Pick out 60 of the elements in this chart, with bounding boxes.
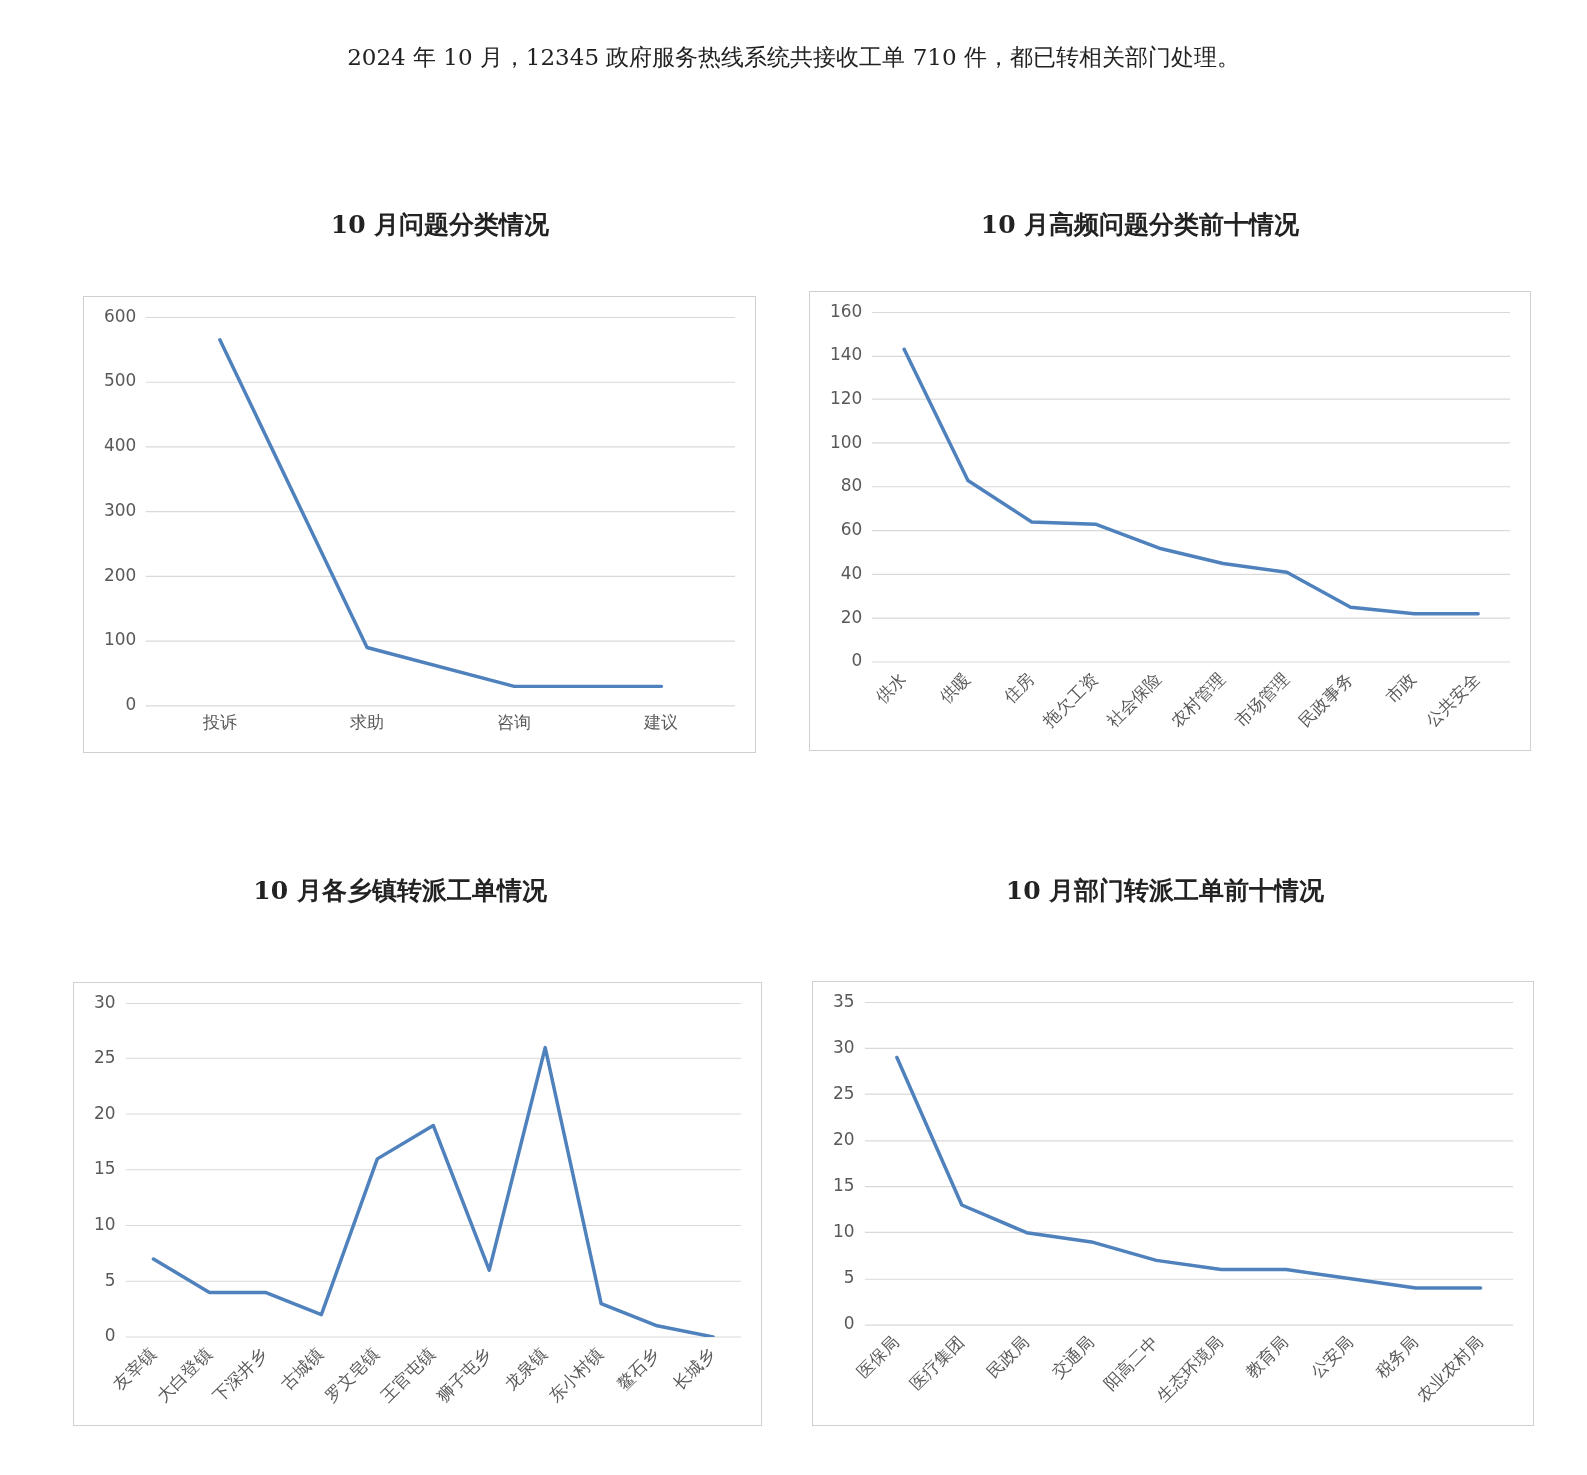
- x-tick-label: 农村管理: [1166, 668, 1229, 732]
- y-tick-label: 100: [103, 629, 137, 650]
- y-tick-label: 0: [843, 1313, 855, 1334]
- y-tick-label: 15: [93, 1158, 116, 1179]
- x-tick-label: 交通局: [1047, 1331, 1098, 1383]
- x-tick-label: 公共安全: [1421, 668, 1485, 732]
- chart-title: 10 月各乡镇转派工单情况: [252, 875, 548, 907]
- y-tick-label: 25: [832, 1082, 855, 1103]
- y-tick-label: 300: [103, 499, 137, 520]
- y-tick-label: 25: [93, 1047, 116, 1068]
- y-tick-label: 0: [104, 1325, 116, 1346]
- x-tick-label: 医疗集团: [905, 1331, 968, 1395]
- chart-title: 10 月部门转派工单前十情况: [1004, 875, 1326, 907]
- x-tick-label: 长城乡: [668, 1343, 720, 1395]
- y-tick-label: 30: [93, 991, 116, 1012]
- x-tick-label: 咨询: [497, 712, 532, 733]
- y-tick-label: 500: [103, 370, 137, 391]
- y-tick-label: 35: [832, 990, 855, 1011]
- x-tick-label: 供暖: [935, 668, 974, 707]
- y-tick-label: 40: [840, 562, 863, 583]
- y-tick-label: 60: [840, 519, 863, 540]
- x-tick-label: 社会保险: [1102, 668, 1166, 732]
- x-tick-label: 住房: [998, 668, 1038, 708]
- x-tick-label: 税务局: [1371, 1331, 1422, 1383]
- x-tick-label: 医保局: [852, 1331, 903, 1383]
- x-tick-label: 市政: [1382, 668, 1421, 707]
- y-tick-label: 5: [104, 1269, 116, 1290]
- chart-title: 10 月高频问题分类前十情况: [979, 209, 1301, 241]
- y-tick-label: 400: [103, 435, 137, 456]
- chart-title: 10 月问题分类情况: [329, 209, 551, 241]
- x-tick-label: 投诉: [201, 712, 237, 733]
- x-tick-label: 公安局: [1306, 1331, 1357, 1383]
- y-tick-label: 15: [832, 1174, 855, 1195]
- y-tick-label: 20: [93, 1102, 116, 1123]
- y-tick-label: 10: [93, 1214, 116, 1235]
- y-tick-label: 120: [829, 387, 863, 408]
- y-tick-label: 140: [829, 344, 863, 365]
- y-tick-label: 600: [103, 305, 137, 326]
- x-tick-label: 鳌石乡: [612, 1343, 664, 1395]
- x-tick-label: 供水: [871, 668, 911, 707]
- x-tick-label: 建议: [643, 712, 679, 733]
- y-tick-label: 0: [851, 650, 863, 671]
- y-tick-label: 5: [843, 1267, 855, 1288]
- y-tick-label: 200: [103, 564, 137, 585]
- x-tick-label: 民政局: [982, 1331, 1033, 1383]
- y-tick-label: 100: [829, 431, 863, 452]
- text: 2024 年 10 月，12345 政府服务热线系统共接收工单 710 件，都已转相关部门处理。: [346, 43, 1241, 72]
- x-tick-label: 教育局: [1241, 1331, 1293, 1383]
- y-tick-label: 20: [840, 606, 863, 627]
- x-tick-label: 市场管理: [1230, 668, 1293, 732]
- x-tick-label: 友宰镇: [109, 1343, 160, 1395]
- x-tick-label: 民政事务: [1294, 668, 1357, 732]
- y-tick-label: 10: [832, 1221, 855, 1242]
- y-tick-label: 80: [840, 475, 863, 496]
- y-tick-label: 160: [829, 300, 863, 321]
- y-tick-label: 20: [832, 1128, 855, 1149]
- y-tick-label: 30: [832, 1036, 855, 1057]
- y-tick-label: 0: [125, 694, 137, 715]
- x-tick-label: 拖欠工资: [1038, 668, 1102, 732]
- x-tick-label: 求助: [350, 712, 385, 733]
